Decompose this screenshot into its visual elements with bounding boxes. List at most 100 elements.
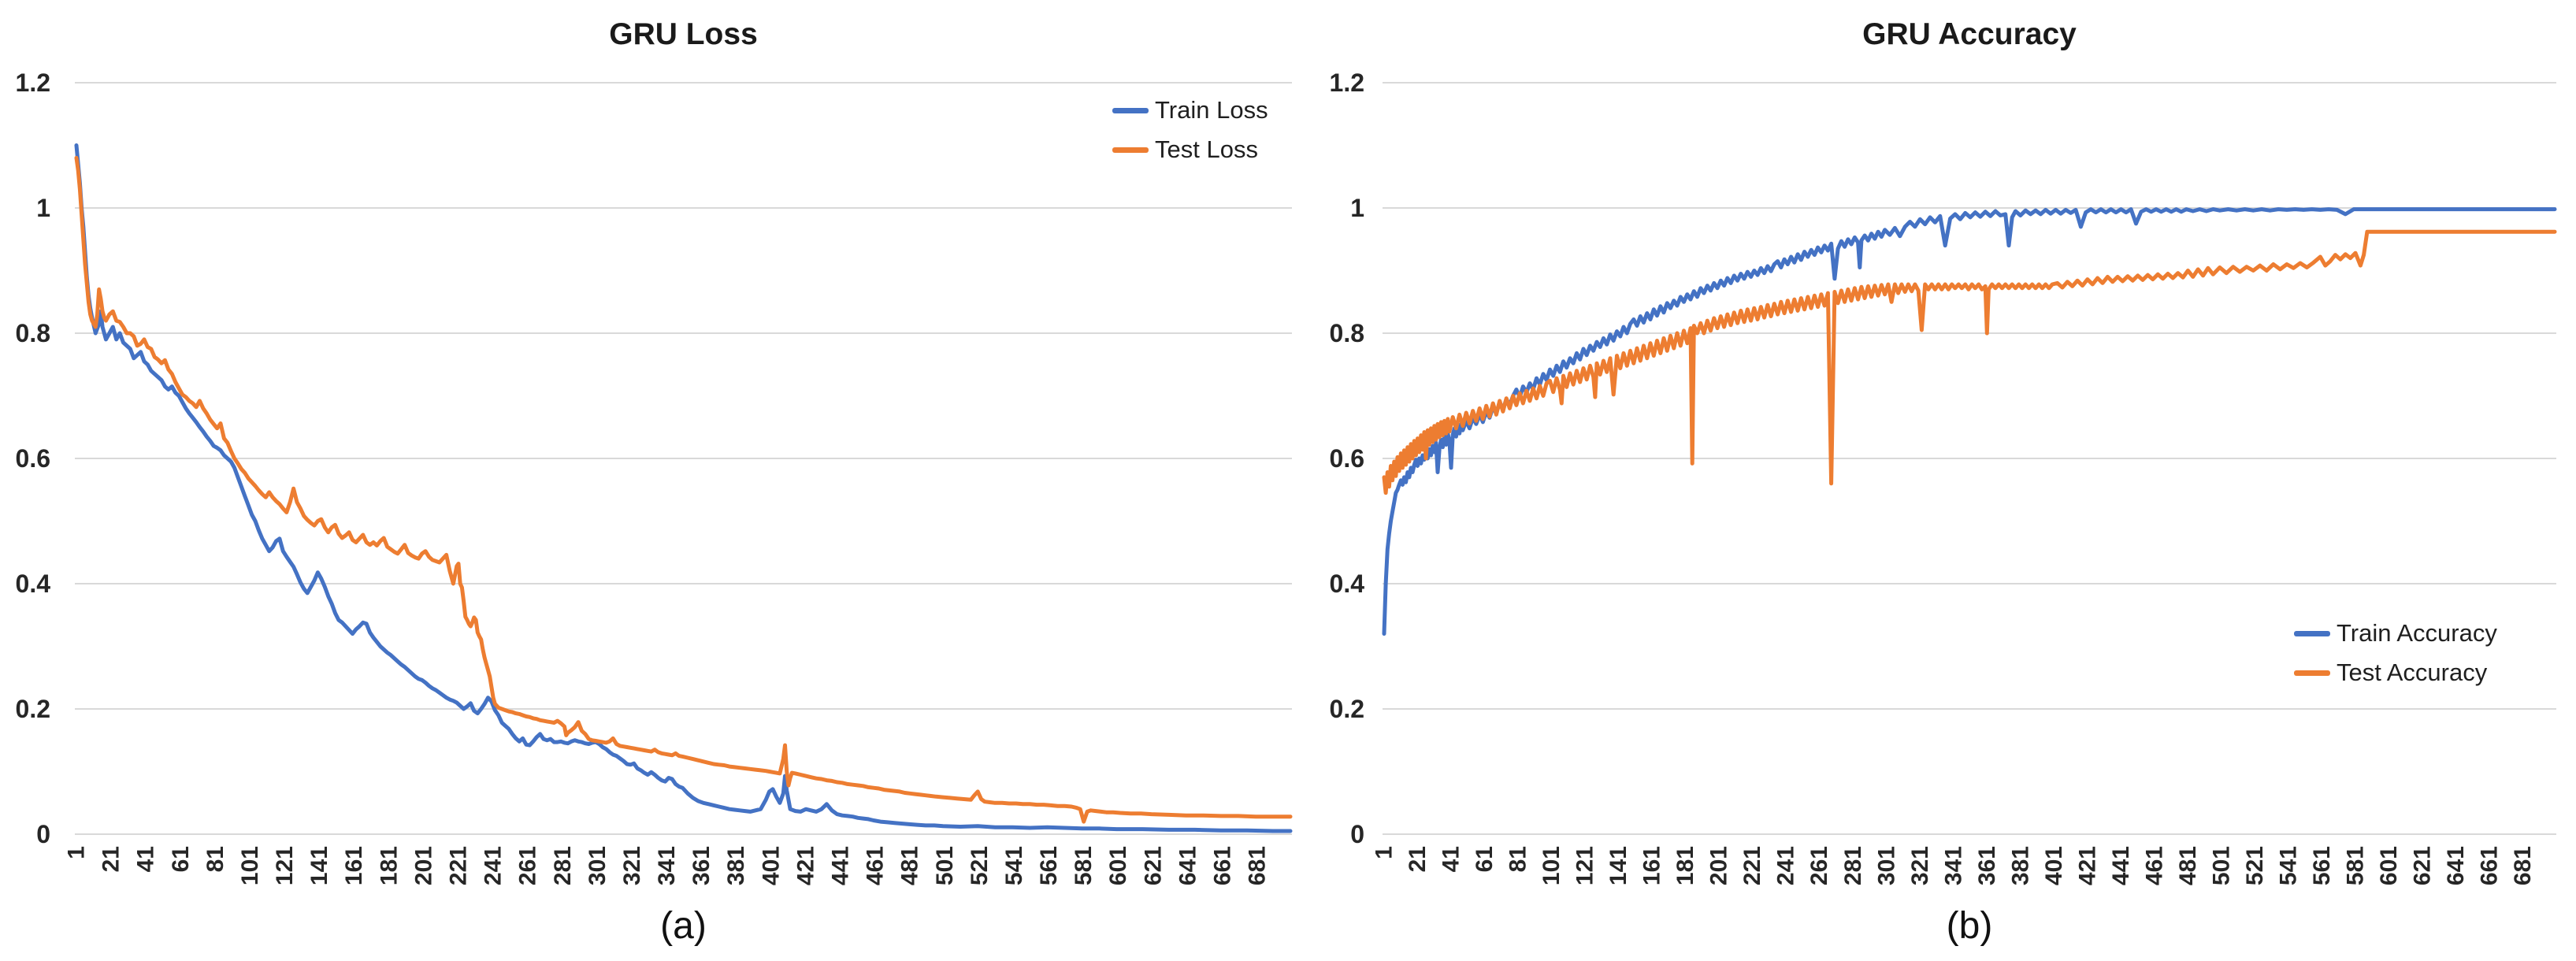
svg-text:121: 121 [272, 846, 298, 885]
svg-text:681: 681 [2510, 846, 2536, 885]
svg-text:401: 401 [2041, 846, 2067, 885]
legend-item-train-accuracy: Train Accuracy [2294, 619, 2497, 647]
svg-text:181: 181 [1672, 846, 1698, 885]
svg-text:381: 381 [723, 846, 749, 885]
svg-text:521: 521 [967, 846, 993, 885]
svg-text:261: 261 [1806, 846, 1832, 885]
svg-text:601: 601 [2376, 846, 2402, 885]
svg-text:201: 201 [1706, 846, 1732, 885]
svg-text:61: 61 [168, 846, 194, 872]
svg-text:0.2: 0.2 [16, 695, 50, 723]
test-loss-label: Test Loss [1155, 135, 1258, 163]
svg-text:0.6: 0.6 [1330, 444, 1364, 473]
svg-text:161: 161 [1639, 846, 1665, 885]
loss-chart-title: GRU Loss [609, 17, 758, 51]
loss-legend: Train Loss Test Loss [1112, 96, 1268, 164]
svg-text:441: 441 [828, 846, 854, 885]
legend-item-train-loss: Train Loss [1112, 96, 1268, 124]
svg-text:0: 0 [1350, 820, 1364, 848]
train-loss-swatch [1112, 107, 1149, 113]
subfigure-caption-a: (a) [660, 905, 707, 947]
svg-text:1: 1 [64, 846, 90, 859]
svg-text:641: 641 [1175, 846, 1201, 885]
svg-text:181: 181 [376, 846, 402, 885]
svg-text:41: 41 [133, 846, 159, 872]
svg-text:401: 401 [758, 846, 784, 885]
svg-text:221: 221 [1739, 846, 1765, 885]
test-accuracy-swatch [2294, 670, 2330, 676]
svg-text:281: 281 [550, 846, 576, 885]
svg-text:241: 241 [481, 846, 507, 885]
svg-text:281: 281 [1840, 846, 1866, 885]
svg-text:581: 581 [1071, 846, 1097, 885]
svg-text:621: 621 [2410, 846, 2436, 885]
svg-text:0.4: 0.4 [16, 570, 51, 598]
accuracy-legend: Train Accuracy Test Accuracy [2294, 619, 2497, 687]
svg-text:201: 201 [410, 846, 436, 885]
svg-text:321: 321 [1907, 846, 1933, 885]
svg-text:0.6: 0.6 [16, 444, 50, 473]
svg-text:421: 421 [792, 846, 818, 885]
svg-text:461: 461 [2141, 846, 2167, 885]
svg-text:1.2: 1.2 [16, 69, 50, 97]
svg-text:581: 581 [2343, 846, 2369, 885]
svg-text:261: 261 [515, 846, 541, 885]
svg-text:101: 101 [1539, 846, 1565, 885]
svg-text:1: 1 [1350, 194, 1364, 222]
svg-text:0.8: 0.8 [16, 319, 50, 347]
svg-text:81: 81 [1505, 846, 1531, 872]
svg-text:541: 541 [1001, 846, 1027, 885]
svg-text:321: 321 [619, 846, 645, 885]
svg-text:381: 381 [2007, 846, 2033, 885]
svg-text:601: 601 [1105, 846, 1131, 885]
svg-text:0.2: 0.2 [1330, 695, 1364, 723]
svg-text:301: 301 [585, 846, 611, 885]
svg-text:541: 541 [2275, 846, 2301, 885]
train-accuracy-label: Train Accuracy [2337, 619, 2497, 647]
svg-text:501: 501 [932, 846, 958, 885]
train-accuracy-swatch [2294, 630, 2330, 636]
svg-text:461: 461 [863, 846, 889, 885]
svg-text:141: 141 [1605, 846, 1631, 885]
svg-text:681: 681 [1245, 846, 1271, 885]
test-loss-swatch [1112, 147, 1149, 153]
legend-item-test-accuracy: Test Accuracy [2294, 659, 2497, 687]
legend-item-test-loss: Test Loss [1112, 135, 1268, 164]
svg-text:1: 1 [1372, 846, 1397, 859]
svg-text:221: 221 [446, 846, 472, 885]
test-accuracy-label: Test Accuracy [2337, 659, 2488, 686]
svg-text:21: 21 [1405, 846, 1431, 872]
svg-text:241: 241 [1773, 846, 1799, 885]
svg-text:521: 521 [2242, 846, 2268, 885]
svg-text:661: 661 [2477, 846, 2503, 885]
svg-text:121: 121 [1572, 846, 1598, 885]
svg-text:361: 361 [689, 846, 715, 885]
svg-text:0.4: 0.4 [1330, 570, 1365, 598]
svg-text:0: 0 [36, 820, 50, 848]
svg-text:61: 61 [1472, 846, 1498, 872]
svg-text:661: 661 [1210, 846, 1236, 885]
svg-text:421: 421 [2074, 846, 2100, 885]
svg-text:81: 81 [202, 846, 228, 872]
svg-text:641: 641 [2443, 846, 2469, 885]
svg-text:561: 561 [2309, 846, 2335, 885]
svg-text:481: 481 [897, 846, 923, 885]
svg-text:101: 101 [237, 846, 263, 885]
svg-text:0.8: 0.8 [1330, 319, 1364, 347]
svg-text:141: 141 [306, 846, 332, 885]
svg-text:621: 621 [1140, 846, 1166, 885]
accuracy-chart-title: GRU Accuracy [1862, 17, 2077, 51]
svg-text:441: 441 [2108, 846, 2134, 885]
svg-text:561: 561 [1036, 846, 1062, 885]
svg-text:21: 21 [98, 846, 124, 872]
train-loss-label: Train Loss [1155, 96, 1268, 124]
svg-text:481: 481 [2175, 846, 2201, 885]
svg-text:41: 41 [1438, 846, 1464, 872]
svg-text:1.2: 1.2 [1330, 69, 1364, 97]
svg-text:341: 341 [654, 846, 680, 885]
subfigure-caption-b: (b) [1946, 905, 1993, 947]
svg-text:301: 301 [1873, 846, 1899, 885]
svg-text:161: 161 [341, 846, 367, 885]
svg-text:361: 361 [1974, 846, 2000, 885]
